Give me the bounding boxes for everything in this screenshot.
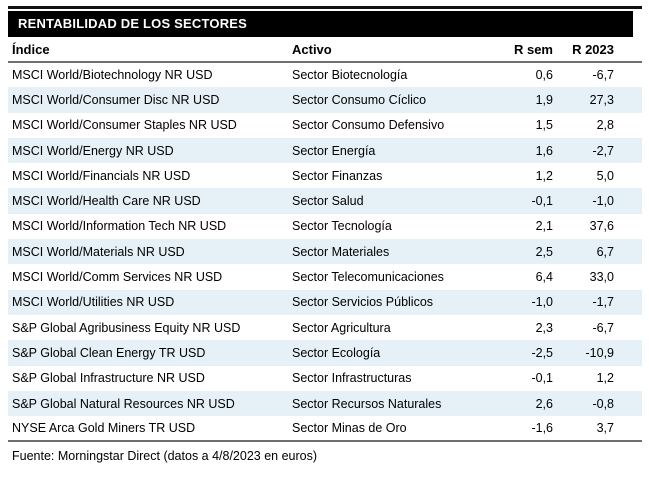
- cell-activo: Sector Ecología: [292, 345, 381, 360]
- cell-activo: Sector Energía: [292, 143, 376, 158]
- column-header-r-sem: R sem: [492, 37, 553, 63]
- cell-activo: Sector Servicios Públicos: [292, 295, 434, 310]
- cell-activo: Sector Tecnología: [292, 219, 392, 234]
- cell-r-2023: 27,3: [589, 92, 614, 107]
- cell-r-2023: 1,2: [596, 371, 614, 386]
- cell-activo: Sector Minas de Oro: [292, 416, 492, 443]
- table-row: S&P Global Infrastructure NR USD Sector …: [8, 366, 642, 391]
- cell-r-sem: 1,5: [535, 118, 553, 133]
- cell-indice: NYSE Arca Gold Miners TR USD: [8, 416, 292, 443]
- cell-r-sem: -2,5: [531, 345, 553, 360]
- cell-r-sem: 6,4: [535, 270, 553, 285]
- cell-r-sem: -0,1: [531, 194, 553, 209]
- table-row: MSCI World/Utilities NR USD Sector Servi…: [8, 289, 642, 315]
- cell-indice: S&P Global Agribusiness Equity NR USD: [12, 320, 241, 335]
- table-row: S&P Global Agribusiness Equity NR USD Se…: [8, 315, 642, 340]
- cell-activo: Sector Biotecnología: [292, 68, 408, 83]
- table-body: MSCI World/Biotechnology NR USD Sector B…: [8, 62, 642, 443]
- cell-r-sem: 2,6: [535, 396, 553, 411]
- cell-r-2023: 6,7: [596, 244, 614, 259]
- column-header-r-2023: R 2023: [553, 37, 642, 63]
- cell-r-sem: -1,6: [492, 416, 553, 443]
- cell-r-2023: -1,0: [592, 194, 614, 209]
- cell-r-2023: 5,0: [596, 168, 614, 183]
- cell-indice: MSCI World/Comm Services NR USD: [12, 270, 223, 285]
- cell-activo: Sector Consumo Defensivo: [292, 118, 445, 133]
- table-row: MSCI World/Materials NR USD Sector Mater…: [8, 239, 642, 265]
- cell-indice: MSCI World/Financials NR USD: [12, 168, 191, 183]
- cell-r-sem: 2,3: [535, 320, 553, 335]
- cell-indice: MSCI World/Biotechnology NR USD: [12, 68, 213, 83]
- source-note: Fuente: Morningstar Direct (datos a 4/8/…: [12, 449, 318, 464]
- cell-activo: Sector Consumo Cíclico: [292, 92, 427, 107]
- cell-r-2023: -2,7: [592, 143, 614, 158]
- table-title: RENTABILIDAD DE LOS SECTORES: [8, 11, 633, 37]
- cell-activo: Sector Salud: [292, 194, 364, 209]
- cell-indice: MSCI World/Consumer Staples NR USD: [12, 118, 237, 133]
- table-row: MSCI World/Consumer Disc NR USD Sector C…: [8, 87, 642, 113]
- cell-activo: Sector Finanzas: [292, 168, 383, 183]
- cell-indice: S&P Global Natural Resources NR USD: [12, 396, 235, 411]
- cell-indice: MSCI World/Materials NR USD: [12, 244, 185, 259]
- top-rule: [8, 6, 642, 9]
- sector-returns-report: RENTABILIDAD DE LOS SECTORES Índice Acti…: [8, 6, 642, 463]
- cell-r-2023: -10,9: [585, 345, 615, 360]
- table-row: S&P Global Clean Energy TR USD Sector Ec…: [8, 340, 642, 366]
- cell-r-sem: 2,5: [535, 244, 553, 259]
- cell-activo: Sector Telecomunicaciones: [292, 270, 444, 285]
- cell-activo: Sector Recursos Naturales: [292, 396, 442, 411]
- sector-returns-table: Índice Activo R sem R 2023 MSCI World/Bi…: [8, 37, 642, 443]
- cell-r-2023: -0,8: [592, 396, 614, 411]
- cell-r-2023: 2,8: [596, 118, 614, 133]
- cell-r-2023: -6,7: [592, 68, 614, 83]
- cell-r-2023: 3,7: [553, 416, 642, 443]
- table-row: MSCI World/Consumer Staples NR USD Secto…: [8, 113, 642, 138]
- cell-r-2023: 33,0: [589, 270, 614, 285]
- cell-activo: Sector Materiales: [292, 244, 390, 259]
- cell-indice: MSCI World/Utilities NR USD: [12, 295, 175, 310]
- cell-r-sem: 1,6: [535, 143, 553, 158]
- cell-r-sem: 1,2: [535, 168, 553, 183]
- cell-r-2023: -6,7: [592, 320, 614, 335]
- cell-indice: MSCI World/Consumer Disc NR USD: [12, 92, 220, 107]
- cell-r-2023: 37,6: [589, 219, 614, 234]
- table-row: MSCI World/Comm Services NR USD Sector T…: [8, 264, 642, 289]
- cell-indice: S&P Global Infrastructure NR USD: [12, 371, 205, 386]
- table-row: MSCI World/Health Care NR USD Sector Sal…: [8, 188, 642, 214]
- cell-r-sem: 2,1: [535, 219, 553, 234]
- cell-indice: MSCI World/Energy NR USD: [12, 143, 174, 158]
- cell-r-sem: -0,1: [531, 371, 553, 386]
- cell-indice: MSCI World/Health Care NR USD: [12, 194, 201, 209]
- column-header-indice: Índice: [8, 37, 292, 63]
- cell-r-sem: 1,9: [535, 92, 553, 107]
- column-header-activo: Activo: [292, 37, 492, 63]
- table-row: MSCI World/Financials NR USD Sector Fina…: [8, 163, 642, 188]
- cell-r-sem: 0,6: [535, 68, 553, 83]
- table-row: MSCI World/Energy NR USD Sector Energía …: [8, 137, 642, 164]
- table-row: MSCI World/Information Tech NR USD Secto…: [8, 214, 642, 239]
- table-row: MSCI World/Biotechnology NR USD Sector B…: [8, 62, 642, 87]
- cell-indice: S&P Global Clean Energy TR USD: [12, 345, 206, 360]
- table-row: NYSE Arca Gold Miners TR USD Sector Mina…: [8, 416, 642, 443]
- cell-indice: MSCI World/Information Tech NR USD: [12, 219, 227, 234]
- cell-activo: Sector Infrastructuras: [292, 371, 412, 386]
- cell-activo: Sector Agricultura: [292, 320, 391, 335]
- cell-r-2023: -1,7: [592, 295, 614, 310]
- cell-r-sem: -1,0: [531, 295, 553, 310]
- table-header: Índice Activo R sem R 2023: [8, 37, 642, 63]
- table-row: S&P Global Natural Resources NR USD Sect…: [8, 390, 642, 417]
